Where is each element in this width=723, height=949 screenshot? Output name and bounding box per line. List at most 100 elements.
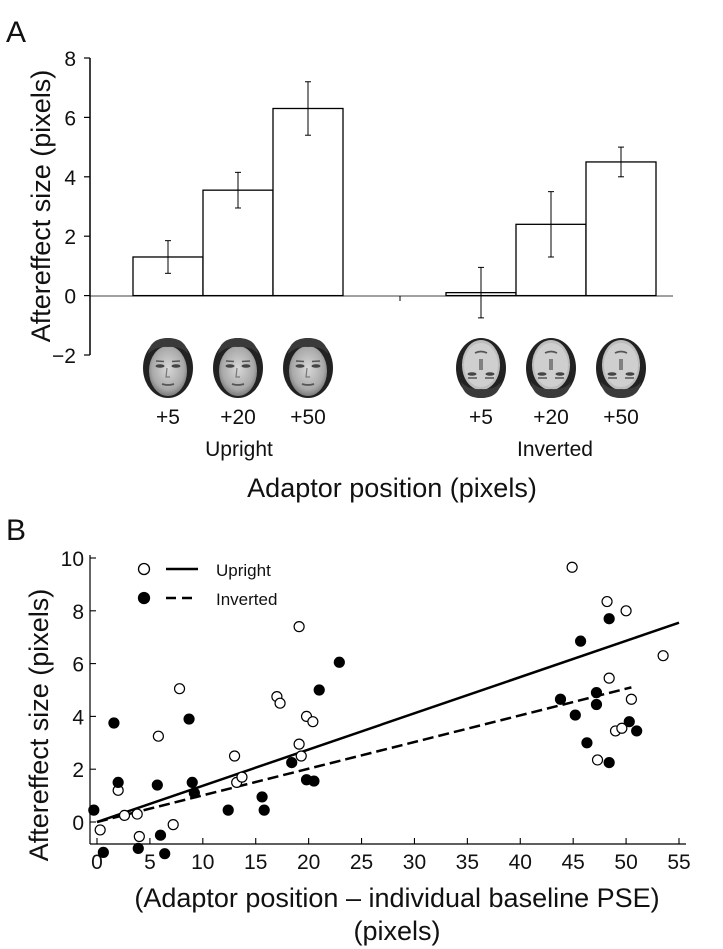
panel-a-y-tick-label: 0 bbox=[64, 286, 76, 309]
panel-b-label: B bbox=[6, 514, 26, 547]
data-point-inverted bbox=[581, 737, 593, 749]
data-point-upright bbox=[307, 716, 319, 728]
panel-b-x-tick-label: 10 bbox=[191, 851, 214, 874]
upright-face-image bbox=[212, 337, 264, 399]
panel-b-y-tick-label: 4 bbox=[72, 706, 84, 729]
panel-a-category-label: +5 bbox=[156, 406, 180, 429]
panel-b-x-tick-label: 40 bbox=[509, 851, 532, 874]
data-point-upright bbox=[620, 605, 632, 617]
data-point-upright bbox=[133, 830, 145, 843]
panel-b: B Aftereffect size (pixels) 0 5 10 15 20 25 30… bbox=[6, 514, 691, 946]
panel-a-category-label: +20 bbox=[220, 406, 256, 429]
panel-a-category-label: +50 bbox=[603, 406, 639, 429]
panel-a-category-label: +5 bbox=[469, 406, 493, 429]
panel-b-x-tick-label: 45 bbox=[562, 851, 585, 874]
fit-line-inverted bbox=[96, 686, 632, 824]
data-point-upright bbox=[274, 697, 286, 709]
data-point-inverted bbox=[97, 846, 109, 858]
data-point-inverted bbox=[631, 725, 643, 737]
panel-a: A Aftereffect size (pixels) 8 6 4 2 0 −2 +5 +2… bbox=[6, 16, 673, 503]
data-point-inverted bbox=[313, 684, 325, 696]
panel-b-x-tick-label: 35 bbox=[456, 851, 479, 874]
data-point-inverted bbox=[308, 775, 320, 787]
fit-line-upright bbox=[96, 621, 680, 824]
inverted-face-image bbox=[455, 337, 507, 399]
inverted-face-image bbox=[595, 337, 647, 399]
data-point-inverted bbox=[132, 842, 144, 855]
panel-b-y-tick-label: 10 bbox=[61, 548, 84, 571]
legend-upright-marker bbox=[137, 562, 151, 576]
inverted-face-image bbox=[525, 337, 577, 399]
panel-b-y-tick-label: 0 bbox=[72, 812, 84, 835]
data-point-inverted bbox=[186, 776, 198, 789]
panel-b-x-tick-label: 20 bbox=[297, 851, 320, 874]
panel-a-label: A bbox=[6, 16, 26, 49]
panel-b-legend: Upright Inverted bbox=[137, 561, 277, 609]
data-point-upright bbox=[293, 738, 305, 750]
data-point-upright bbox=[236, 771, 248, 783]
data-point-inverted bbox=[108, 717, 120, 729]
panel-b-x-tick-label: 5 bbox=[144, 851, 156, 874]
data-point-inverted bbox=[603, 613, 615, 625]
panel-a-y-tick-label: −2 bbox=[52, 345, 76, 368]
panel-b-x-tick-label: 30 bbox=[403, 851, 426, 874]
data-point-upright bbox=[228, 750, 241, 762]
panel-b-x-tick-label: 55 bbox=[667, 851, 690, 874]
panel-a-x-axis-label: Adaptor position (pixels) bbox=[247, 473, 537, 503]
panel-b-x-tick-label: 25 bbox=[350, 851, 373, 874]
data-point-upright bbox=[591, 754, 604, 766]
panel-b-x-axis-label-line1: (Adaptor position – individual baseline … bbox=[134, 883, 659, 913]
data-point-upright bbox=[152, 730, 164, 742]
data-point-inverted bbox=[590, 698, 603, 711]
bar-inverted-3 bbox=[585, 161, 657, 297]
data-point-inverted bbox=[623, 716, 635, 728]
data-point-inverted bbox=[151, 779, 163, 791]
panel-a-category-label: +50 bbox=[290, 406, 326, 429]
data-point-inverted bbox=[286, 756, 298, 769]
data-point-upright bbox=[293, 621, 305, 633]
data-point-inverted bbox=[256, 791, 268, 803]
data-point-upright bbox=[657, 650, 669, 662]
data-point-upright bbox=[131, 808, 143, 820]
data-point-inverted bbox=[188, 787, 200, 799]
panel-b-y-tick-label: 6 bbox=[72, 654, 84, 677]
legend-inverted-marker bbox=[137, 591, 151, 605]
data-point-inverted bbox=[569, 709, 581, 721]
panel-b-y-tick-label: 2 bbox=[72, 759, 84, 782]
upright-face-image bbox=[142, 337, 194, 399]
data-point-inverted bbox=[88, 804, 100, 816]
panel-b-x-axis-label-line2: (pixels) bbox=[353, 916, 440, 946]
upright-face-image bbox=[282, 337, 334, 399]
panel-b-x-tick-label: 50 bbox=[614, 851, 637, 874]
data-point-upright bbox=[167, 819, 179, 831]
panel-a-category-label: +20 bbox=[533, 406, 569, 429]
data-point-upright bbox=[295, 750, 307, 762]
data-point-upright bbox=[625, 693, 637, 705]
data-point-inverted bbox=[183, 713, 195, 725]
data-point-upright bbox=[94, 824, 106, 836]
data-point-inverted bbox=[574, 635, 587, 647]
data-point-inverted bbox=[603, 756, 615, 769]
panel-b-x-tick-label: 0 bbox=[91, 851, 103, 874]
panel-b-y-tick-label: 8 bbox=[72, 601, 84, 624]
data-point-upright bbox=[616, 722, 628, 734]
data-point-inverted bbox=[333, 656, 345, 668]
data-point-upright bbox=[601, 595, 613, 608]
panel-a-group-label-inverted: Inverted bbox=[517, 438, 593, 461]
bar-upright-3 bbox=[272, 107, 344, 297]
legend-inverted-label: Inverted bbox=[216, 590, 277, 609]
data-point-inverted bbox=[590, 687, 603, 699]
data-point-upright bbox=[603, 672, 615, 684]
panel-a-y-tick-label: 6 bbox=[64, 107, 76, 130]
data-point-upright bbox=[566, 561, 578, 573]
data-point-inverted bbox=[154, 829, 167, 841]
panel-b-x-tick-label: 15 bbox=[244, 851, 267, 874]
panel-b-y-axis-label: Aftereffect size (pixels) bbox=[24, 589, 54, 862]
data-point-inverted bbox=[159, 848, 171, 860]
data-point-inverted bbox=[554, 693, 567, 705]
panel-a-y-tick-label: 8 bbox=[64, 48, 76, 71]
data-point-inverted bbox=[112, 776, 124, 789]
panel-a-group-label-upright: Upright bbox=[205, 438, 273, 461]
panel-a-y-axis-label: Aftereffect size (pixels) bbox=[26, 70, 56, 343]
